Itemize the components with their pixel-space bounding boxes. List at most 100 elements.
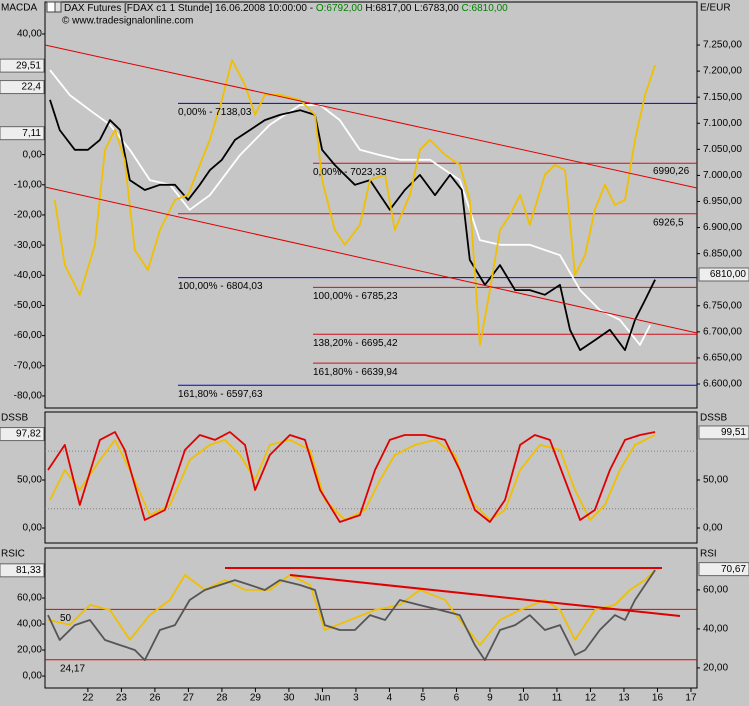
x-tick-label: 29: [250, 693, 262, 704]
value-marker-label: 6810,00: [710, 269, 747, 280]
y2-tick-label: 6.750,00: [703, 300, 742, 311]
x-tick-label: 16: [652, 693, 664, 704]
value-marker: [0, 563, 45, 578]
level-label: 100,00% - 6785,23: [313, 291, 398, 302]
value-marker-label: 99,51: [721, 427, 746, 438]
y-tick-label: -60,00: [14, 330, 43, 341]
y2-tick-label: 6.950,00: [703, 196, 742, 207]
annotation: 6990,26: [653, 166, 690, 177]
series-line: [47, 569, 656, 646]
value-marker: [0, 427, 45, 442]
y2-tick-label: 7.050,00: [703, 144, 742, 155]
x-tick-label: 3: [353, 693, 359, 704]
y2-tick-label: 6.850,00: [703, 248, 742, 259]
level-label: 24,17: [60, 663, 85, 674]
panel-title: RSI: [700, 549, 717, 560]
series-line: [49, 99, 656, 351]
copyright: © www.tradesignalonline.com: [62, 16, 193, 27]
y-tick-label: 0,00: [23, 671, 43, 682]
y2-tick-label: 50,00: [703, 475, 728, 486]
y-tick-label: 20,00: [17, 645, 42, 656]
y-tick-label: 40,00: [17, 619, 42, 630]
value-marker-label: 97,82: [16, 429, 41, 440]
y-tick-label: -70,00: [14, 360, 43, 371]
x-tick-label: Jun: [314, 693, 330, 704]
level-label: 138,20% - 6695,42: [313, 338, 398, 349]
y2-tick-label: 7.000,00: [703, 170, 742, 181]
level-label: 0,00% - 7138,03: [178, 107, 252, 118]
y2-tick-label: 6.650,00: [703, 353, 742, 364]
level-label: 161,80% - 6639,94: [313, 367, 398, 378]
y-tick-label: -40,00: [14, 270, 43, 281]
level-label: 6926,5: [653, 217, 684, 228]
level-label: 100,00% - 6804,03: [178, 281, 263, 292]
x-tick-label: 27: [183, 693, 195, 704]
x-tick-label: 28: [216, 693, 228, 704]
y-tick-label: 50,00: [17, 475, 42, 486]
series-line: [47, 569, 656, 661]
panel: [44, 1, 698, 409]
x-tick-label: 22: [82, 693, 94, 704]
trend-line: [44, 186, 698, 334]
trend-line: [44, 44, 698, 189]
icon: [54, 1, 62, 13]
value-marker-label: 81,33: [16, 565, 41, 576]
value-marker: [698, 562, 749, 577]
y2-tick-label: 7.150,00: [703, 92, 742, 103]
y2-tick-label: 60,00: [703, 585, 728, 596]
level-label: 161,80% - 6597,63: [178, 389, 263, 400]
level-label: 0,00% - 7023,33: [313, 167, 387, 178]
panel: [44, 547, 698, 689]
y-tick-label: 60,00: [17, 593, 42, 604]
header-close: C:6810,00: [462, 3, 509, 14]
y2-tick-label: 6.700,00: [703, 326, 742, 337]
panel-title: DSSB: [1, 413, 29, 424]
value-marker-label: 70,67: [721, 564, 746, 575]
panel-title: MACDA: [1, 3, 37, 14]
y-tick-label: -30,00: [14, 240, 43, 251]
series-line: [49, 69, 651, 346]
value-marker: [698, 425, 749, 440]
x-tick-label: 5: [420, 693, 426, 704]
x-tick-label: 4: [387, 693, 393, 704]
x-tick-label: 10: [518, 693, 530, 704]
y2-tick-label: 0,00: [703, 523, 723, 534]
x-tick-label: 12: [585, 693, 597, 704]
x-tick-label: 17: [685, 693, 697, 704]
y2-tick-label: 40,00: [703, 624, 728, 635]
series-line: [49, 434, 656, 521]
y2-tick-label: 7.100,00: [703, 118, 742, 129]
y2-tick-label: 7.200,00: [703, 66, 742, 77]
value-marker: [0, 80, 45, 95]
value-marker-label: 7,11: [22, 128, 41, 139]
panel-title: DSSB: [700, 413, 728, 424]
x-tick-label: 30: [283, 693, 295, 704]
x-tick-label: 11: [552, 693, 563, 704]
y-tick-label: -80,00: [14, 391, 43, 402]
y-tick-label: 0,00: [23, 149, 43, 160]
y2-tick-label: 6.600,00: [703, 379, 742, 390]
x-tick-label: 6: [454, 693, 460, 704]
series-line: [47, 431, 656, 523]
value-marker: [698, 267, 749, 282]
value-marker: [0, 126, 45, 141]
value-marker-label: 29,51: [16, 60, 41, 71]
y2-tick-label: 7.250,00: [703, 40, 742, 51]
trend-line: [289, 574, 681, 617]
value-marker: [0, 58, 45, 73]
x-tick-label: 13: [618, 693, 630, 704]
series-line: [53, 59, 656, 346]
header-title: DAX Futures [FDAX c1 1 Stunde] 16.06.200…: [64, 3, 313, 14]
y-tick-label: -10,00: [14, 179, 43, 190]
y2-tick-label: 20,00: [703, 663, 728, 674]
y2-tick-label: 6.900,00: [703, 222, 742, 233]
header-open: O:6792,00: [316, 3, 363, 14]
x-tick-label: 26: [149, 693, 161, 704]
header-low: L:6783,00: [414, 3, 459, 14]
value-marker-label: 22,4: [22, 82, 42, 93]
y-tick-label: -50,00: [14, 300, 43, 311]
y-tick-label: 0,00: [23, 523, 43, 534]
level-label: 50: [60, 613, 72, 624]
